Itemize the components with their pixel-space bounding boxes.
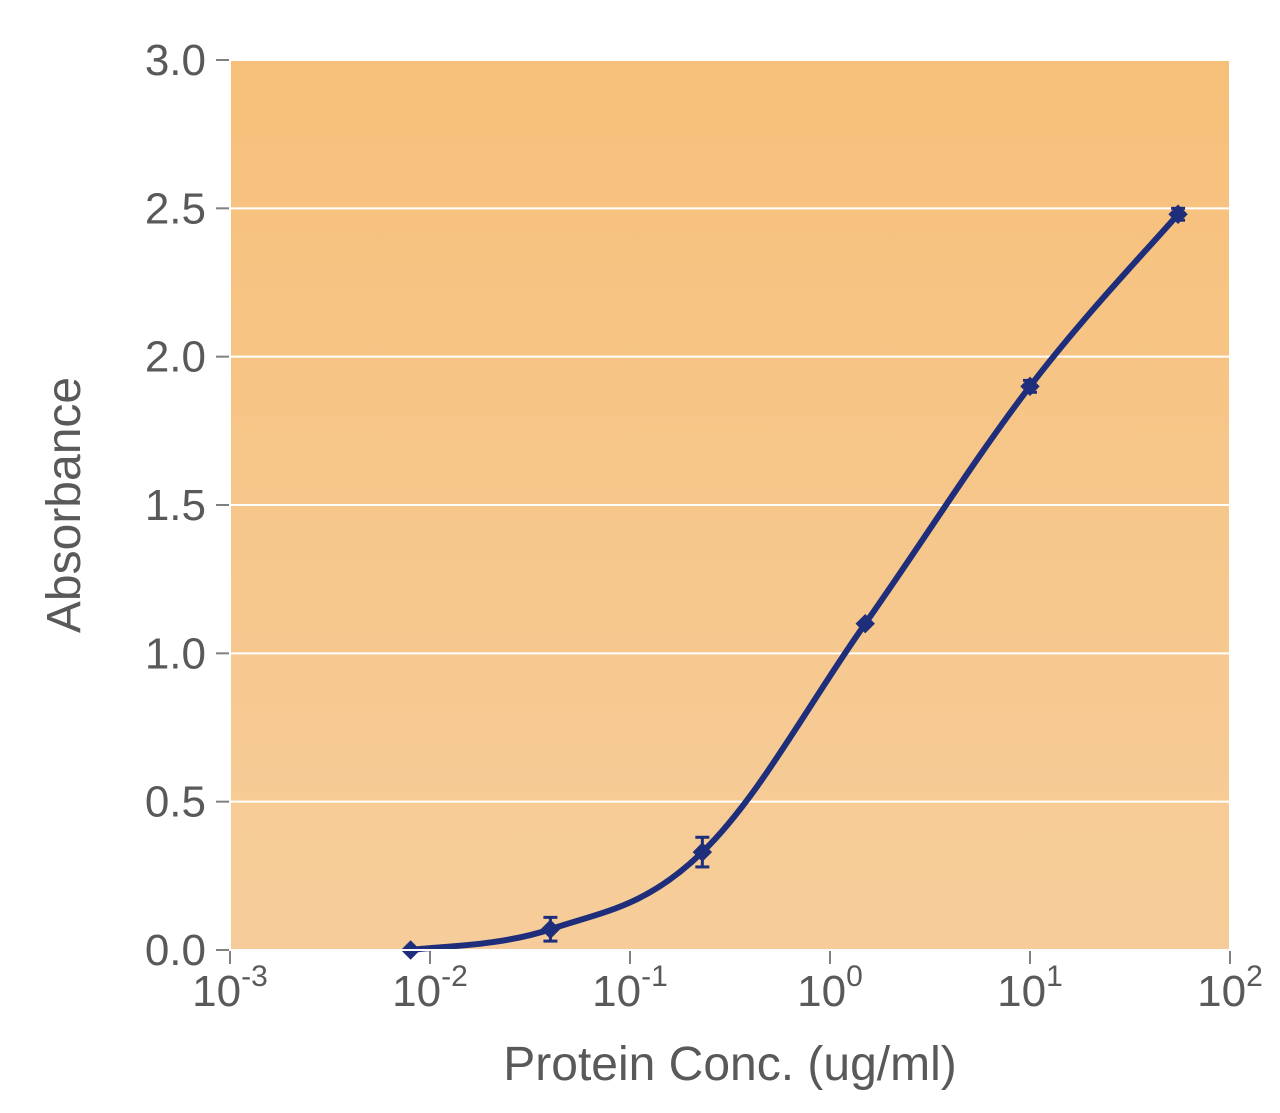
y-tick-label: 0.5: [145, 778, 206, 827]
x-tick-label: 102: [1197, 960, 1263, 1016]
y-axis-label: Absorbance: [38, 377, 91, 633]
y-tick-label: 3.0: [145, 36, 206, 85]
absorbance-chart: 0.00.51.01.52.02.53.010-310-210-11001011…: [0, 0, 1280, 1113]
x-tick-label: 100: [797, 960, 863, 1016]
x-tick-label: 101: [997, 960, 1063, 1016]
y-tick-label: 1.5: [145, 481, 206, 530]
x-tick-label: 10-2: [392, 960, 468, 1016]
y-tick-label: 1.0: [145, 629, 206, 678]
y-tick-label: 2.5: [145, 184, 206, 233]
x-tick-label: 10-1: [592, 960, 668, 1016]
x-tick-label: 10-3: [192, 960, 268, 1016]
chart-container: 0.00.51.01.52.02.53.010-310-210-11001011…: [0, 0, 1280, 1113]
y-tick-label: 2.0: [145, 333, 206, 382]
x-axis-label: Protein Conc. (ug/ml): [503, 1038, 957, 1091]
